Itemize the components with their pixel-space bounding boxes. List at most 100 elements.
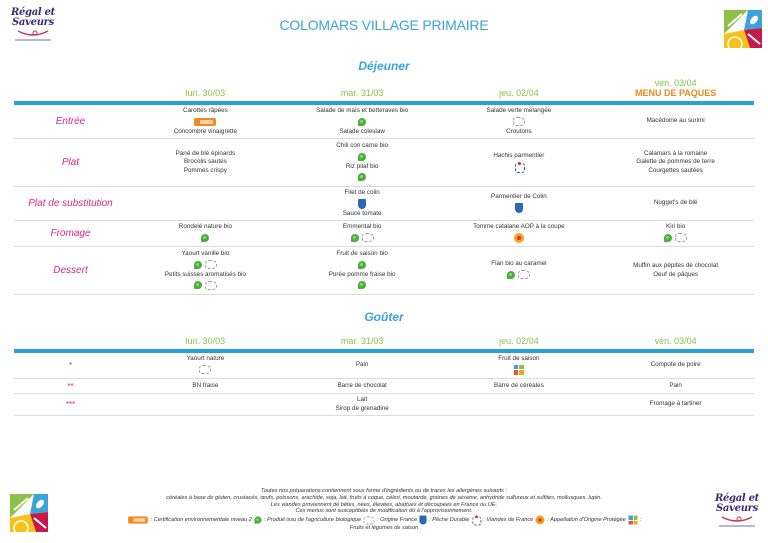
day-header: ven. 03/04 <box>654 336 697 346</box>
menu-cell: Fruit de saison bio Purée pomme fraise b… <box>284 250 441 291</box>
day-header: mar. 31/03 <box>340 88 384 98</box>
origine-france-icon <box>204 280 217 290</box>
table-row-plat-substitution: Plat de substitution Filet de colin Sauc… <box>14 187 754 221</box>
menu-cell: Pain <box>669 381 682 389</box>
section-title-gouter: Goûter <box>364 310 404 324</box>
page-title: COLOMARS VILLAGE PRIMAIRE <box>279 17 489 33</box>
row-label: Plat <box>61 157 80 168</box>
gouter-table: lun. 30/03 mar. 31/03 jeu. 02/04 ven. 03… <box>14 328 754 416</box>
bio-icon <box>358 152 367 161</box>
logo-tagline <box>15 39 51 41</box>
footer-line: céréales à base de gluten, crustacés, œu… <box>166 494 602 501</box>
menu-cell: Chili con carne bio Riz pilaf bio <box>284 142 441 183</box>
footer-line: Les viandes proviennent de bêtes, nées, … <box>270 501 498 508</box>
menu-cell: Parmentier de Colin <box>441 193 598 214</box>
smile-icon <box>721 516 753 522</box>
section-title-dejeuner: Déjeuner <box>358 59 410 73</box>
aop-icon <box>535 515 545 525</box>
table-row-plat: Plat Pané de blé épinards Brocolis sauté… <box>14 139 754 187</box>
menu-cell: Emmental bio <box>284 223 441 244</box>
menu-cell: Pain <box>355 361 369 369</box>
menu-cell: Yaourt vanille bio Petits suisses aromat… <box>127 250 284 291</box>
menu-cell: Carottes râpées Concombre vinaigrette <box>173 107 238 135</box>
bio-icon <box>201 233 210 242</box>
bio-icon <box>358 260 367 269</box>
bio-icon <box>193 260 202 269</box>
gouter-day-header: lun. 30/03 mar. 31/03 jeu. 02/04 ven. 03… <box>14 328 754 346</box>
special-menu-badge: MENU DE PAQUES <box>634 88 717 98</box>
menu-cell: Compote de poire <box>650 361 701 369</box>
eco-cert-icon <box>127 516 148 524</box>
origine-france-icon <box>675 233 688 243</box>
origine-france-icon <box>363 516 375 525</box>
origine-france-icon <box>361 233 374 243</box>
table-row-snack-2: ** BN fraise Barre de chocolat Barre de … <box>14 379 754 394</box>
menu-cell: Barre de céréales <box>494 381 544 389</box>
dejeuner-table: lun. 30/03 mar. 31/03 jeu. 02/04 ven. 03… <box>14 78 754 295</box>
bio-icon <box>254 516 262 524</box>
peche-durable-icon <box>514 202 523 213</box>
origine-france-icon <box>199 365 212 375</box>
logo-text-line2: Saveurs <box>716 503 758 514</box>
bio-icon <box>358 281 367 289</box>
fruits-saison-icon <box>628 515 638 525</box>
menu-cell: Filet de colin Sauce tomate <box>342 189 382 217</box>
menu-cell: Lait Sirop de grenadine <box>335 396 389 412</box>
bio-icon <box>664 233 673 242</box>
menu-cell: Macédoine au surimi <box>646 117 705 125</box>
icon-legend: : Certification environnementale niveau … <box>0 515 768 526</box>
logo-tagline <box>719 525 755 527</box>
menu-cell: Barre de chocolat <box>337 381 387 389</box>
day-header: jeu. 02/04 <box>499 88 539 98</box>
day-header: jeu. 02/04 <box>499 336 539 346</box>
bio-icon <box>507 270 516 279</box>
table-row-fromage: Fromage Rondelé nature bio Emmental bio … <box>14 221 754 247</box>
menu-cell: Hachis parmentier <box>441 152 598 173</box>
row-label: Dessert <box>53 265 88 276</box>
bio-icon <box>358 173 367 181</box>
peche-durable-icon <box>419 515 427 525</box>
menu-cell: Kiri bio <box>597 223 754 244</box>
origine-france-icon <box>518 270 531 280</box>
menu-cell: Fruit de saison <box>441 355 598 376</box>
dejeuner-day-header: lun. 30/03 mar. 31/03 jeu. 02/04 ven. 03… <box>14 78 754 98</box>
menu-cell: Flan bio au caramel <box>441 260 598 281</box>
row-label: * <box>68 361 73 370</box>
table-row-dessert: Dessert Yaourt vanille bio Petits suisse… <box>14 247 754 295</box>
viandes-france-icon <box>514 161 525 173</box>
menu-cell: Nugget's de blé <box>653 199 698 207</box>
menu-cell: Salade de maïs et betteraves bio Salade … <box>316 107 409 135</box>
row-label: Plat de substitution <box>28 198 113 209</box>
regal-saveurs-logo-top: Régal et Saveurs <box>8 8 58 52</box>
menu-cell: Rondelé nature bio <box>127 223 284 244</box>
menu-cell: Salade verte mélangée Croutons <box>486 107 552 135</box>
logo-text-line2: Saveurs <box>12 17 54 28</box>
header-divider <box>14 101 754 105</box>
menu-cell: BN fraise <box>192 381 219 389</box>
menu-cell: Yaourt nature <box>127 355 284 376</box>
eco-cert-icon <box>194 117 217 126</box>
regal-saveurs-logo-bottom: Régal et Saveurs <box>712 494 762 538</box>
menu-cell: Calamars à la romaine Galette de pommes … <box>636 149 715 174</box>
day-header: mar. 31/03 <box>340 336 384 346</box>
footer-line: Fruits et légumes de saison <box>349 525 419 532</box>
menu-cell: Pané de blé épinards Brocolis sautés Pom… <box>175 149 236 174</box>
row-label: Entrée <box>55 116 86 127</box>
table-row-entree: Entrée Carottes râpées Concombre vinaigr… <box>14 105 754 139</box>
bio-icon <box>193 281 202 289</box>
table-row-snack-3: *** Lait Sirop de grenadine Fromage à ta… <box>14 394 754 416</box>
menu-cell: Muffin aux pépites de chocolat Oeuf de p… <box>633 262 719 278</box>
fruits-saison-icon <box>513 364 524 375</box>
header-divider <box>14 349 754 353</box>
day-header: lun. 30/03 <box>185 88 226 98</box>
row-label: ** <box>67 381 74 391</box>
logo-text-line1: Régal et <box>714 493 759 504</box>
day-header: lun. 30/03 <box>185 336 226 346</box>
row-label: *** <box>65 400 76 409</box>
table-row-snack-1: * Yaourt nature Pain Fruit de saison Com… <box>14 353 754 379</box>
peche-durable-icon <box>358 198 367 209</box>
day-header: ven. 03/04 MENU DE PAQUES <box>597 78 754 98</box>
origine-france-icon <box>512 117 525 126</box>
origine-france-icon <box>204 260 217 269</box>
fork-plate-logo-top <box>722 8 764 50</box>
